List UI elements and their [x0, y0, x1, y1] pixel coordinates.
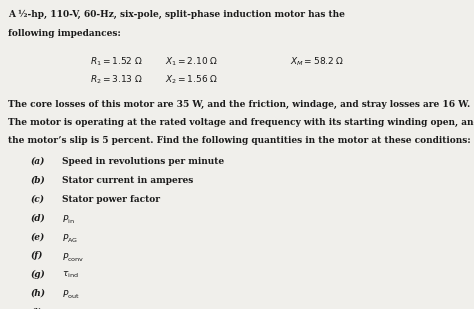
Text: $τ_{\mathrm{ind}}$: $τ_{\mathrm{ind}}$ [62, 270, 79, 280]
Text: The core losses of this motor are 35 W, and the friction, windage, and stray los: The core losses of this motor are 35 W, … [8, 100, 470, 109]
Text: $X_2 = 1.56\ \Omega$: $X_2 = 1.56\ \Omega$ [165, 73, 218, 86]
Text: following impedances:: following impedances: [8, 28, 121, 37]
Text: (g): (g) [30, 270, 45, 279]
Text: $R_2 = 3.13\ \Omega$: $R_2 = 3.13\ \Omega$ [90, 73, 143, 86]
Text: (b): (b) [30, 176, 45, 185]
Text: $τ_{\mathrm{load}}$: $τ_{\mathrm{load}}$ [62, 307, 82, 309]
Text: $P_{\mathrm{in}}$: $P_{\mathrm{in}}$ [62, 214, 75, 226]
Text: $P_{\mathrm{conv}}$: $P_{\mathrm{conv}}$ [62, 251, 84, 264]
Text: (a): (a) [30, 157, 45, 166]
Text: The motor is operating at the rated voltage and frequency with its starting wind: The motor is operating at the rated volt… [8, 118, 474, 127]
Text: (d): (d) [30, 214, 45, 222]
Text: (c): (c) [30, 195, 44, 204]
Text: A ½-hp, 110-V, 60-Hz, six-pole, split-phase induction motor has the: A ½-hp, 110-V, 60-Hz, six-pole, split-ph… [8, 10, 345, 19]
Text: $P_{\mathrm{AG}}$: $P_{\mathrm{AG}}$ [62, 232, 78, 245]
Text: the motor’s slip is 5 percent. Find the following quantities in the motor at the: the motor’s slip is 5 percent. Find the … [8, 136, 471, 145]
Text: (e): (e) [30, 232, 44, 241]
Text: (f): (f) [30, 251, 42, 260]
Text: Speed in revolutions per minute: Speed in revolutions per minute [62, 157, 224, 166]
Text: Stator current in amperes: Stator current in amperes [62, 176, 193, 185]
Text: $R_1 = 1.52\ \Omega$: $R_1 = 1.52\ \Omega$ [90, 56, 143, 68]
Text: $X_1 = 2.10\ \Omega$: $X_1 = 2.10\ \Omega$ [165, 56, 218, 68]
Text: $P_{\mathrm{out}}$: $P_{\mathrm{out}}$ [62, 289, 80, 301]
Text: $X_M = 58.2\ \Omega$: $X_M = 58.2\ \Omega$ [290, 56, 344, 68]
Text: (i): (i) [30, 307, 42, 309]
Text: (h): (h) [30, 289, 45, 298]
Text: Stator power factor: Stator power factor [62, 195, 160, 204]
